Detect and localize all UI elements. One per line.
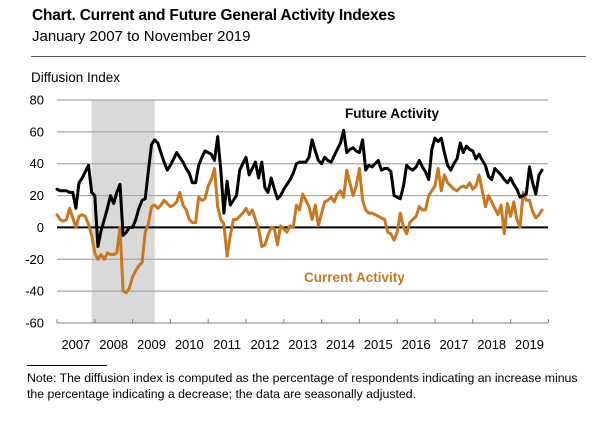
x-tick-label: 2018: [477, 337, 506, 352]
x-tick-label: 2016: [402, 337, 431, 352]
x-tick-label: 2015: [364, 337, 393, 352]
y-tick-label: 60: [30, 124, 44, 139]
y-tick-label: 0: [37, 220, 44, 235]
series-layer: [55, 128, 548, 295]
current-activity-label: Current Activity: [304, 270, 405, 285]
future-activity-line: [55, 128, 544, 248]
x-tick-label: 2010: [175, 337, 204, 352]
gridlines-layer: [57, 99, 548, 292]
y-tick-label: -60: [25, 316, 44, 331]
x-tick-label: 2008: [99, 337, 128, 352]
series-labels: Future Activity Current Activity: [304, 106, 440, 285]
x-tick-label: 2012: [250, 337, 279, 352]
x-tick-label: 2017: [439, 337, 468, 352]
x-tick-label: 2019: [515, 337, 544, 352]
y-axis-label: Diffusion Index: [31, 70, 121, 85]
y-tick-label: 40: [30, 156, 44, 171]
footnote: Note: The diffusion index is computed as…: [27, 371, 578, 401]
title-divider: [31, 56, 586, 57]
note-divider: [27, 365, 107, 366]
y-tick-label: 20: [30, 188, 44, 203]
x-tick-label: 2009: [137, 337, 166, 352]
y-tick-label: -40: [25, 284, 44, 299]
x-tick-label: 2011: [213, 337, 241, 352]
current-activity-line: [55, 167, 544, 295]
x-tick-label: 2013: [288, 337, 317, 352]
chart-title: Chart. Current and Future General Activi…: [32, 7, 396, 24]
y-tick-label: -20: [25, 252, 44, 267]
y-tick-label: 80: [30, 93, 44, 108]
x-tick-label: 2007: [61, 337, 90, 352]
x-tick-label: 2014: [326, 337, 355, 352]
x-axis: 2007 2008 2009 2010 2011 2012 2013 2014 2015 2016…: [56, 319, 549, 352]
future-activity-label: Future Activity: [345, 106, 440, 121]
chart-subtitle: January 2007 to November 2019: [32, 28, 251, 45]
y-tick-labels: 80 60 40 20 0 -20 -40 -60: [25, 93, 44, 331]
